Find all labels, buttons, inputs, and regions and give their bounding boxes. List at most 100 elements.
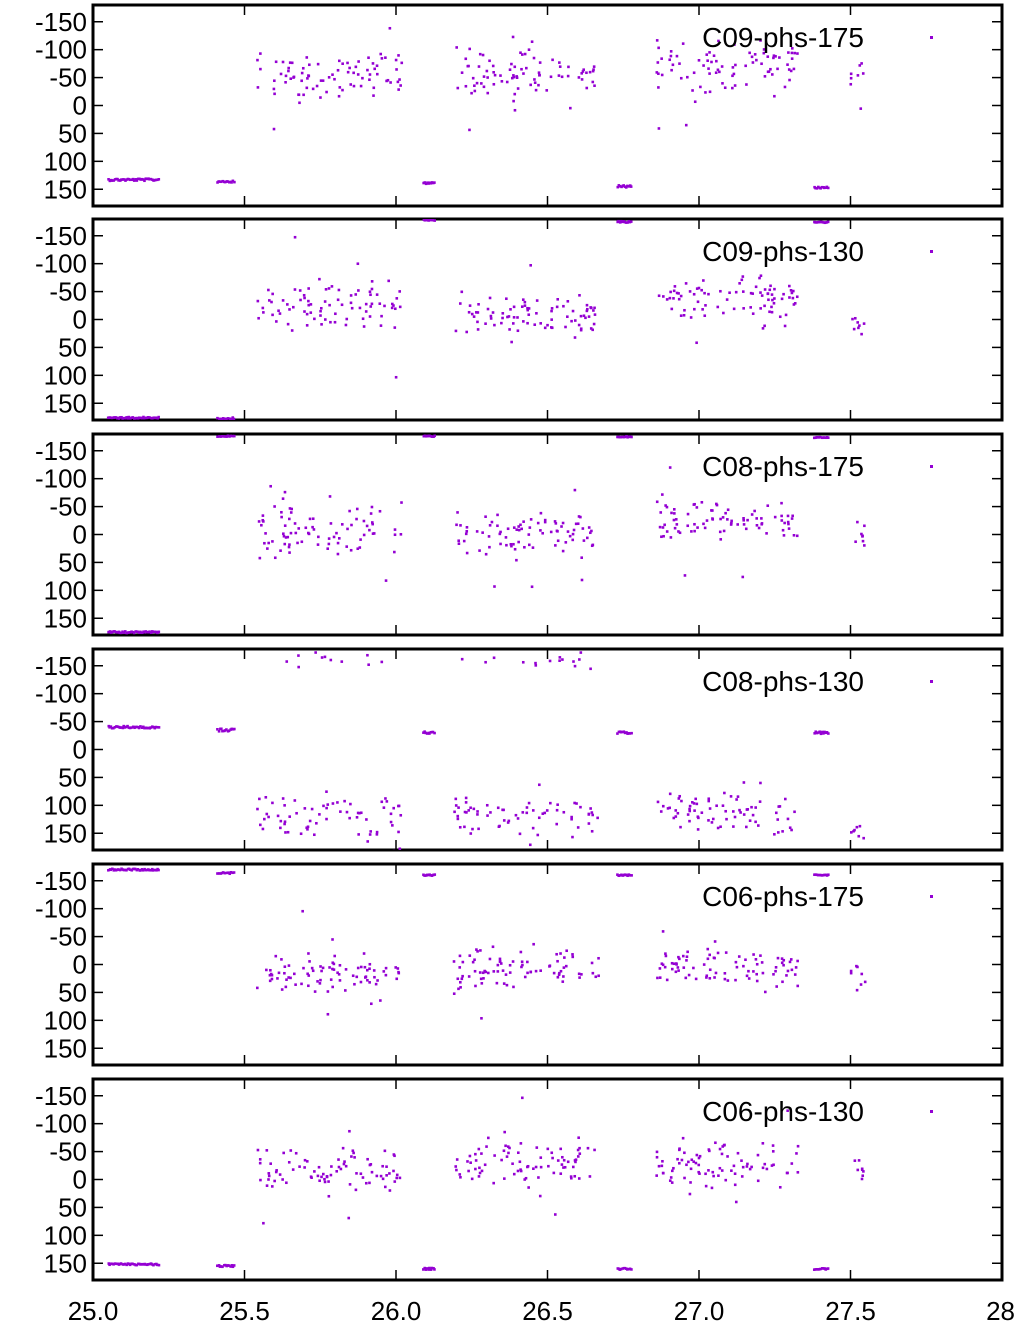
data-point [517,525,520,528]
data-point [694,977,698,981]
data-point [596,816,599,820]
data-point [433,873,437,876]
data-point [749,291,753,295]
data-point [693,529,696,533]
data-point [349,301,353,305]
data-point [590,811,594,814]
data-point [556,539,560,543]
data-point [698,1172,701,1175]
data-point [790,1162,794,1165]
data-point [216,872,219,875]
data-point [576,522,580,526]
data-point [742,813,746,816]
series-points [107,434,866,635]
data-point [356,811,360,815]
data-point [281,299,285,302]
data-point [355,507,359,511]
data-point [526,321,529,325]
y-tick-label: 50 [58,332,87,362]
data-point [375,833,379,836]
data-point [366,68,369,72]
data-point [345,317,349,321]
data-point [370,505,374,509]
data-point [308,960,311,963]
y-tick-label: 150 [44,603,87,633]
data-point [782,534,786,537]
data-point [353,982,356,986]
data-point [754,820,757,824]
data-point [774,969,777,973]
data-point [311,525,314,529]
data-point [760,62,763,66]
data-point [730,521,733,525]
data-point [763,75,767,78]
data-point [337,537,341,540]
data-point [853,316,857,320]
data-point [592,68,595,71]
data-point [734,978,737,982]
data-point [819,187,822,190]
data-point [720,1152,724,1156]
data-point [774,965,778,969]
data-point [789,288,793,292]
data-point [270,300,273,304]
data-point [742,517,745,520]
data-point [380,660,384,664]
data-point [660,535,663,539]
data-point [626,874,629,878]
data-point [550,1151,554,1155]
data-point [537,83,540,87]
data-point [384,56,387,59]
data-point [519,950,523,954]
data-point [722,1144,726,1147]
data-point [298,289,302,292]
data-point [759,307,762,310]
data-point [715,503,719,507]
data-point [336,552,340,556]
data-point [388,26,392,30]
data-point [693,522,696,526]
data-point [822,732,825,735]
data-point [505,297,508,301]
data-point [130,726,133,729]
data-point [141,178,145,181]
data-point [460,290,464,294]
data-point [261,827,265,831]
data-point [558,65,562,68]
legend-marker [930,680,933,683]
data-point [310,966,314,970]
data-point [456,86,460,90]
data-point [796,1171,800,1174]
data-point [382,806,386,809]
data-point [563,956,566,959]
data-point [395,977,399,981]
data-point [717,39,720,43]
data-point [316,62,320,66]
data-point [149,868,153,872]
data-point [678,957,681,961]
data-point [553,1213,557,1216]
data-point [459,980,462,984]
data-point [706,59,709,62]
data-point [665,978,669,982]
data-point [741,575,745,579]
data-point [781,830,784,833]
data-point [287,976,290,979]
data-point [329,658,333,662]
data-point [577,972,581,976]
data-point [390,306,394,310]
data-point [785,1171,789,1175]
data-point [305,312,309,316]
data-point [370,287,374,291]
data-point [557,973,561,976]
data-point [495,981,499,985]
data-point [584,316,587,320]
data-point [305,56,309,59]
data-point [520,527,523,531]
data-point [665,530,669,533]
data-point [770,305,773,309]
data-point [733,84,737,87]
data-point [125,178,128,181]
data-point [375,830,379,834]
